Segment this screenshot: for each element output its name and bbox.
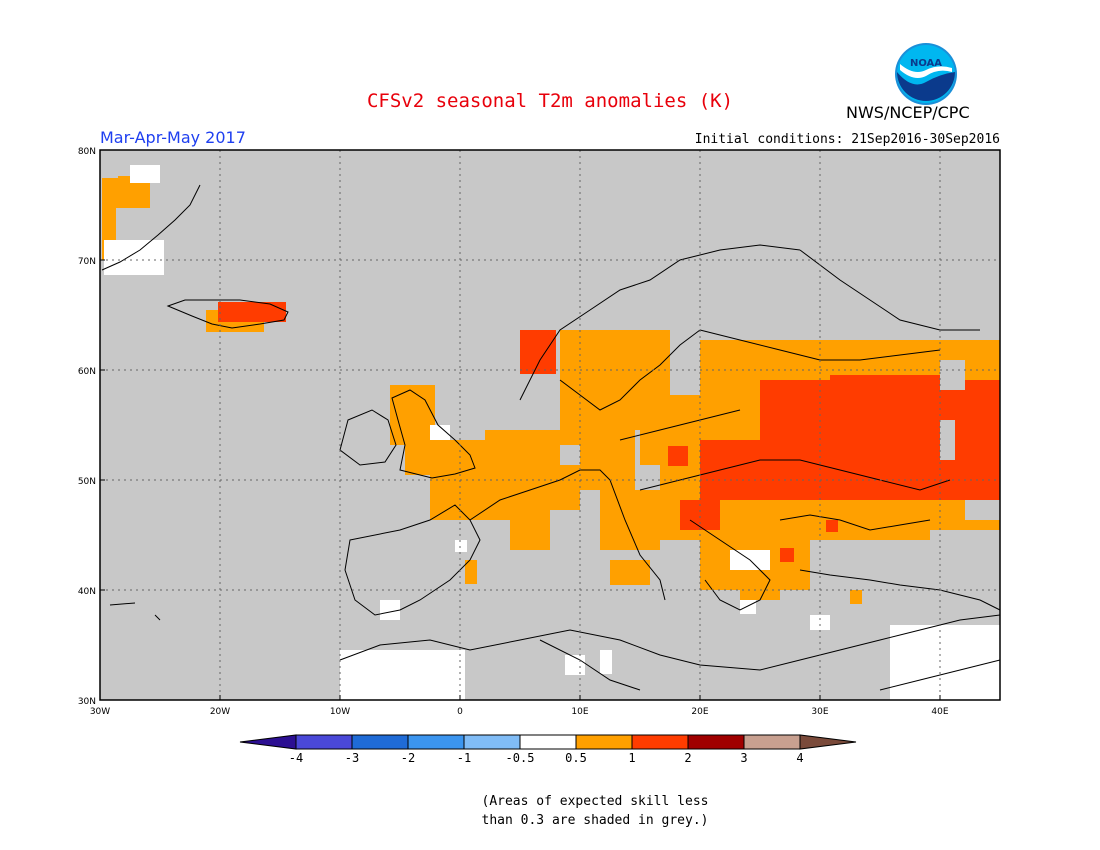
colorbar-segment [687, 734, 745, 750]
colorbar-tick-label: -4 [289, 751, 303, 765]
colorbar-tick-label: 4 [796, 751, 803, 765]
initial-conditions-label: Initial conditions: 21Sep2016-30Sep2016 [694, 132, 1000, 147]
colorbar-tick-label: 0.5 [565, 751, 587, 765]
iceland-region [166, 299, 289, 332]
colorbar-arrow-low [239, 734, 297, 750]
skill-note: (Areas of expected skill less than 0.3 a… [455, 792, 735, 830]
colorbar-tick-label: -2 [401, 751, 415, 765]
colorbar-segment [575, 734, 633, 750]
lat-label: 30N [78, 697, 96, 707]
colorbar-segment [351, 734, 409, 750]
agency-label: NWS/NCEP/CPC [846, 103, 970, 122]
colorbar-arrow-high [799, 734, 857, 750]
svg-text:NOAA: NOAA [910, 58, 942, 69]
lon-label: 20E [691, 707, 708, 717]
colorbar: -4 -3 -2 -1 -0.5 0.5 1 2 3 4 [239, 734, 857, 765]
graticule [100, 150, 1000, 700]
colorbar-tick-label: 1 [628, 751, 635, 765]
colorbar-segment [743, 734, 801, 750]
chart-title: CFSv2 seasonal T2m anomalies (K) [366, 90, 734, 112]
lon-label: 30E [811, 707, 828, 717]
colorbar-segment [631, 734, 689, 750]
colorbar-tick-label: -0.5 [506, 751, 535, 765]
lon-label: 10W [330, 707, 350, 717]
colorbar-segment [295, 734, 353, 750]
colorbar-segment [407, 734, 465, 750]
coastlines [109, 244, 1001, 691]
colorbar-tick-label: 2 [684, 751, 691, 765]
anomaly-white [340, 425, 1000, 700]
colorbar-tick-label: -1 [457, 751, 471, 765]
lon-label: 20W [210, 707, 230, 717]
longitude-labels: 30W 20W 10W 0 10E 20E 30E 40E [90, 695, 949, 717]
colorbar-segment [463, 734, 521, 750]
noaa-logo-icon: NOAA [895, 43, 957, 105]
lon-label: 30W [90, 707, 110, 717]
lon-label: 10E [571, 707, 588, 717]
latitude-labels: 80N 70N 60N 50N 40N 30N [78, 147, 105, 707]
skill-note-line-2: than 0.3 are shaded in grey.) [481, 813, 709, 828]
anomaly-orange-west [390, 330, 962, 700]
season-label: Mar-Apr-May 2017 [100, 128, 246, 147]
colorbar-segment [519, 734, 577, 750]
lat-label: 40N [78, 587, 96, 597]
greenland-region [101, 165, 201, 275]
lat-label: 70N [78, 257, 96, 267]
no-skill-gaps [560, 360, 1000, 540]
map-frame [99, 149, 1001, 701]
colorbar-tick-label: -3 [345, 751, 359, 765]
skill-note-line-1: (Areas of expected skill less [481, 794, 709, 809]
lon-label: 40E [931, 707, 948, 717]
lat-label: 50N [78, 477, 96, 487]
lat-label: 60N [78, 367, 96, 377]
lon-label: 0 [457, 707, 463, 717]
colorbar-tick-label: 3 [740, 751, 747, 765]
lat-label: 80N [78, 147, 96, 157]
